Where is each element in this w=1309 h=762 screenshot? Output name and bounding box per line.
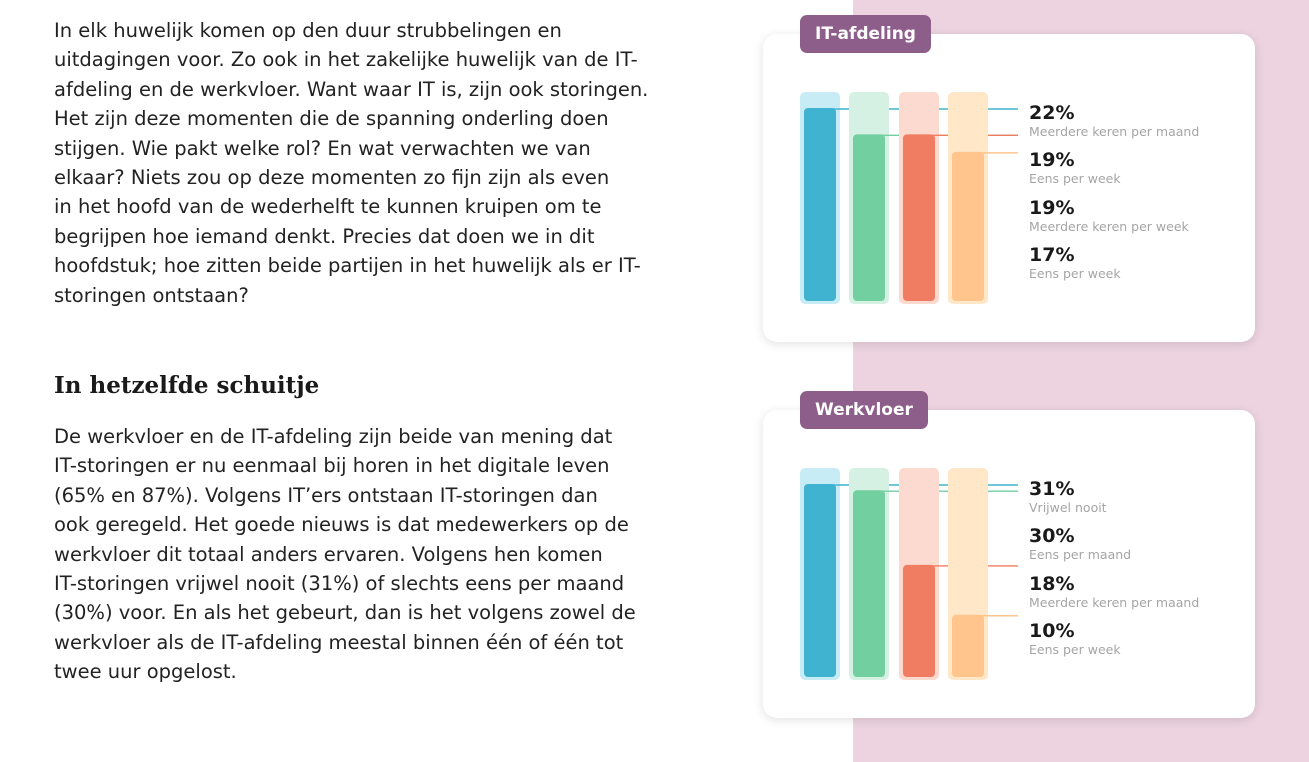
werkvloer-chart: 31%Vrijwel nooit 30%Eens per maand 18%Meer… xyxy=(800,468,1199,680)
category-label-3: Meerdere keren per week xyxy=(1029,219,1190,234)
bar-1 xyxy=(804,108,836,301)
intro-section: In elk huwelijk komen op den duur strubb… xyxy=(54,16,694,310)
bar-3 xyxy=(903,134,935,301)
section-heading: In hetzelfde schuitje xyxy=(54,372,320,399)
value-label-1: 22% xyxy=(1029,102,1074,124)
value-label-2: 30% xyxy=(1029,525,1074,547)
badge-werkvloer: Werkvloer xyxy=(800,391,928,429)
section-body: De werkvloer en de IT-afdeling zijn beid… xyxy=(54,422,694,687)
category-label-4: Eens per week xyxy=(1029,266,1121,281)
section-paragraph: De werkvloer en de IT-afdeling zijn beid… xyxy=(54,425,636,684)
bar-2 xyxy=(853,490,885,677)
badge-it-afdeling: IT-afdeling xyxy=(800,15,931,53)
bar-4 xyxy=(952,151,984,301)
intro-paragraph: In elk huwelijk komen op den duur strubb… xyxy=(54,19,649,307)
chart-card-werkvloer: 31% Vrijwel nooit 30% Eens per maand 18% Meer… xyxy=(763,410,1255,718)
category-label-2: Eens per week xyxy=(1029,171,1121,186)
value-label-1: 31% xyxy=(1029,478,1074,500)
value-label-4: 17% xyxy=(1029,244,1074,266)
value-label-2: 19% xyxy=(1029,149,1074,171)
chart-card-it-afdeling: 22% Meerdere keren per maand 19% Eens per w… xyxy=(763,34,1255,342)
value-label-3: 19% xyxy=(1029,197,1074,219)
bar-3 xyxy=(903,564,935,677)
category-label-3: Meerdere keren per maand xyxy=(1029,595,1199,610)
category-label-1: Vrijwel nooit xyxy=(1029,500,1107,515)
value-label-4: 10% xyxy=(1029,620,1074,642)
value-label-3: 18% xyxy=(1029,573,1074,595)
category-label-2: Eens per maand xyxy=(1029,547,1131,562)
category-label-4: Eens per week xyxy=(1029,642,1121,657)
category-label-1: Meerdere keren per maand xyxy=(1029,124,1199,139)
bar-1 xyxy=(804,484,836,677)
bar-2 xyxy=(853,134,885,301)
bar-4 xyxy=(952,614,984,677)
